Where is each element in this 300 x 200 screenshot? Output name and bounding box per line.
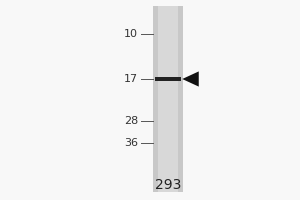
Text: 28: 28	[124, 116, 138, 126]
Text: 10: 10	[124, 29, 138, 39]
Polygon shape	[182, 71, 199, 87]
Bar	[155, 77, 181, 81]
Bar	[158, 6, 178, 192]
Text: 36: 36	[124, 138, 138, 148]
Text: 17: 17	[124, 74, 138, 84]
Text: 293: 293	[155, 178, 181, 192]
